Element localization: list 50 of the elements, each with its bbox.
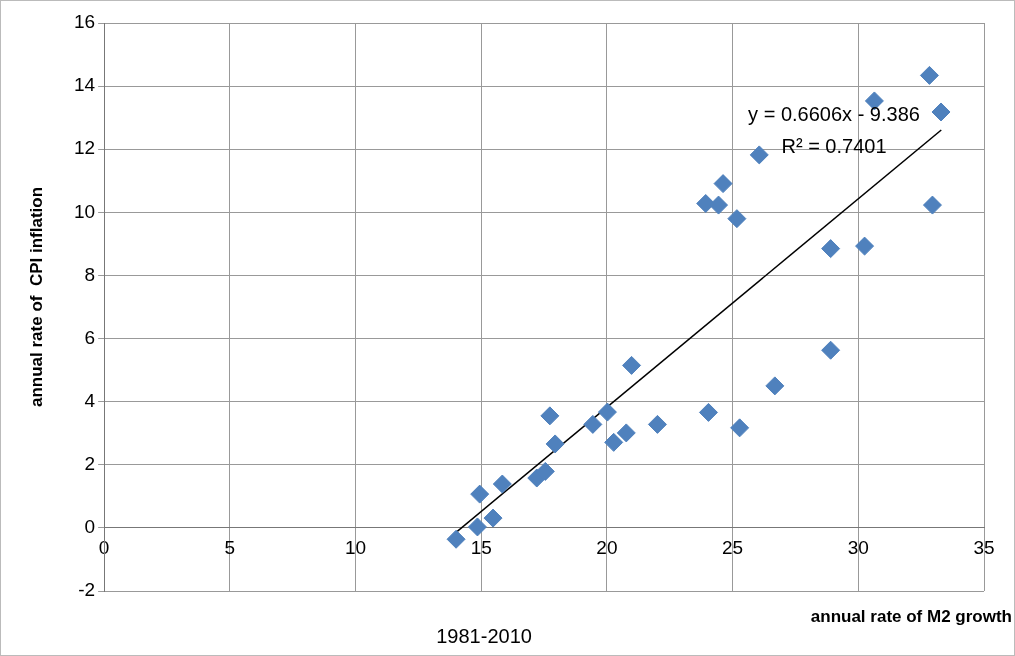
x-tick-label: 0 bbox=[98, 536, 110, 558]
point bbox=[919, 65, 939, 85]
x-tick-label: 25 bbox=[722, 536, 744, 558]
point bbox=[604, 432, 624, 452]
point bbox=[765, 376, 785, 396]
point bbox=[492, 474, 512, 494]
point bbox=[616, 423, 636, 443]
annotation: R² = 0.7401 bbox=[781, 134, 887, 157]
point bbox=[446, 529, 466, 549]
y-tick-label: 14 bbox=[73, 74, 96, 96]
point bbox=[483, 508, 503, 528]
y-tick-label: -2 bbox=[78, 579, 96, 601]
y-tick-label: 2 bbox=[84, 453, 96, 475]
y-tick-label: 0 bbox=[84, 516, 96, 538]
point bbox=[821, 340, 841, 360]
point bbox=[931, 102, 951, 122]
point bbox=[698, 402, 718, 422]
x-tick-label: 35 bbox=[973, 536, 995, 558]
y-axis-title: annual rate of CPI inflation bbox=[26, 186, 46, 408]
y-tick-label: 8 bbox=[84, 263, 96, 285]
x-tick-label: 20 bbox=[596, 536, 618, 558]
x-tick-label: 15 bbox=[470, 536, 492, 558]
point bbox=[709, 195, 729, 215]
point bbox=[622, 355, 642, 375]
annotation: y = 0.6606x - 9.386 bbox=[748, 102, 920, 125]
point bbox=[647, 414, 667, 434]
x-axis-title: annual rate of M2 growth bbox=[810, 606, 1012, 626]
point bbox=[470, 484, 490, 504]
point bbox=[922, 195, 942, 215]
x-tick-label: 30 bbox=[847, 536, 869, 558]
y-tick-label: 16 bbox=[73, 11, 96, 33]
point bbox=[535, 461, 555, 481]
point bbox=[713, 174, 733, 194]
point bbox=[730, 418, 750, 438]
point bbox=[583, 414, 603, 434]
y-tick-label: 4 bbox=[84, 389, 96, 411]
point bbox=[545, 434, 565, 454]
x-tick-label: 10 bbox=[344, 536, 367, 558]
point bbox=[855, 236, 875, 256]
y-tick-label: 6 bbox=[84, 326, 96, 348]
point bbox=[467, 517, 487, 537]
point bbox=[749, 145, 769, 165]
y-tick-label: 12 bbox=[73, 137, 96, 159]
point bbox=[727, 209, 747, 229]
point bbox=[597, 402, 617, 422]
y-tick-label: 10 bbox=[73, 200, 96, 222]
x-tick-label: 5 bbox=[224, 536, 236, 558]
point bbox=[821, 239, 841, 259]
point bbox=[540, 406, 560, 426]
text: 1981-2010 bbox=[436, 624, 532, 647]
